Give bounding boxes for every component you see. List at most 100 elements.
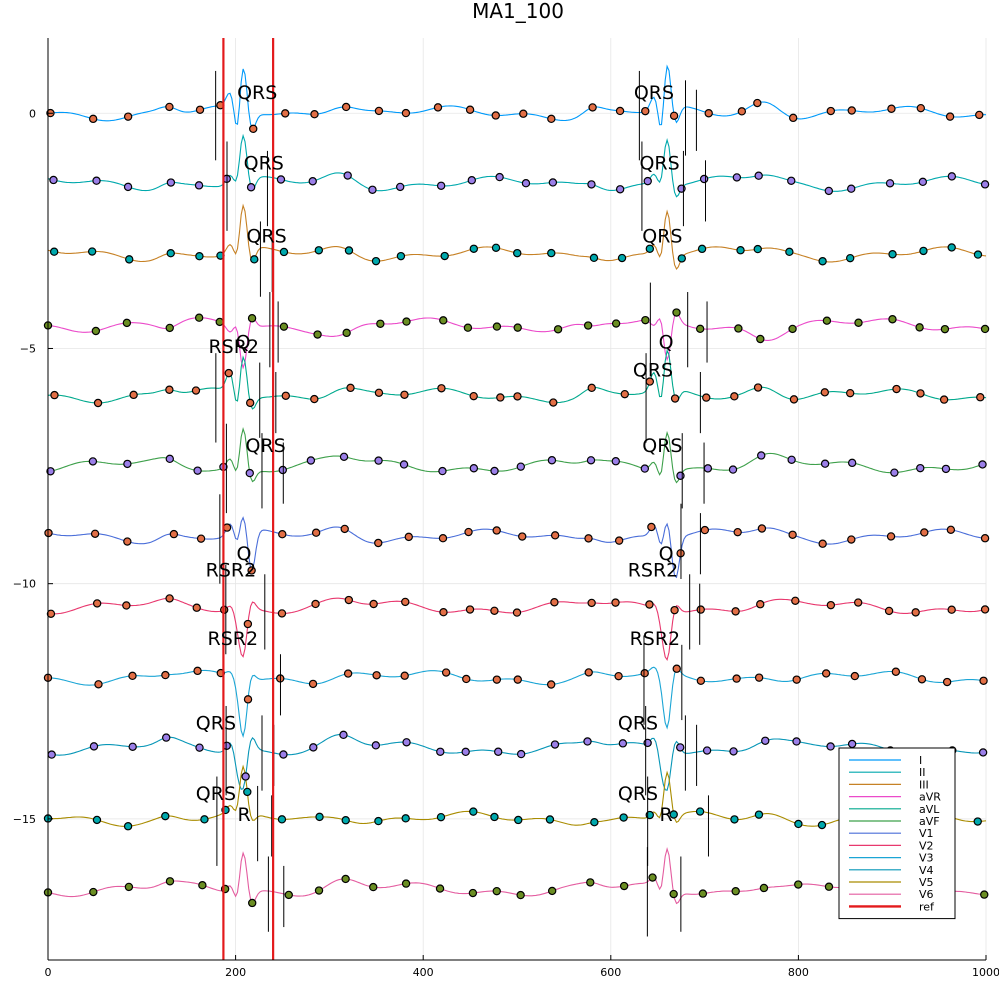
data-point — [277, 815, 287, 824]
data-point — [371, 741, 381, 750]
data-point — [169, 529, 179, 539]
data-point — [697, 244, 707, 254]
data-point — [344, 595, 354, 605]
data-point — [757, 524, 767, 533]
data-point — [128, 742, 137, 752]
data-point — [890, 468, 899, 477]
data-point — [756, 600, 765, 609]
data-point — [461, 747, 470, 757]
data-point — [645, 244, 655, 253]
data-point — [822, 316, 832, 325]
data-point — [588, 103, 597, 112]
data-point — [241, 772, 250, 781]
chart-title: MA1_100 — [472, 0, 564, 23]
data-point — [703, 464, 713, 473]
data-point — [736, 246, 745, 255]
data-point — [123, 112, 133, 121]
legend-entry: I — [919, 754, 922, 767]
annotation-label: QRS — [639, 153, 679, 175]
data-point — [973, 817, 982, 826]
annotation-label: RSR2 — [628, 560, 679, 582]
data-point — [824, 186, 834, 196]
data-point — [343, 171, 352, 180]
data-point — [518, 532, 527, 541]
data-point — [91, 326, 101, 336]
data-point — [193, 666, 202, 676]
data-point — [311, 528, 321, 537]
legend-entry: V2 — [919, 839, 934, 852]
y-tick-label: −5 — [20, 342, 36, 355]
annotation-label: QRS — [244, 153, 284, 175]
data-point — [94, 680, 103, 689]
data-point — [821, 669, 831, 678]
annotation-label: RSR2 — [206, 560, 257, 582]
data-point — [978, 748, 988, 757]
data-point — [492, 675, 502, 684]
annotation-label: RSR2 — [208, 628, 259, 650]
data-point — [462, 674, 471, 684]
data-point — [342, 328, 351, 338]
data-point — [611, 598, 620, 607]
series-line-III — [47, 203, 987, 271]
annotation-label: R — [237, 804, 250, 826]
data-point — [947, 172, 957, 181]
data-point — [341, 874, 350, 884]
annotation-label: QRS — [246, 226, 286, 248]
data-point — [400, 390, 409, 399]
series-line-I — [47, 64, 986, 131]
data-point — [753, 98, 762, 108]
data-point — [730, 392, 739, 401]
series-line-V1 — [47, 516, 987, 579]
data-point — [341, 102, 351, 112]
data-point — [165, 877, 175, 886]
annotation-label: Q — [659, 331, 674, 353]
data-point — [731, 607, 740, 616]
x-tick-label: 800 — [788, 966, 809, 979]
data-point — [87, 247, 97, 256]
data-point — [917, 675, 927, 684]
data-point — [620, 389, 629, 399]
data-point — [166, 178, 176, 187]
data-point — [787, 455, 796, 465]
data-point — [246, 183, 256, 192]
data-point — [512, 608, 522, 617]
data-point — [243, 787, 252, 797]
data-point — [617, 253, 627, 263]
data-point — [194, 313, 204, 322]
data-point — [469, 244, 479, 253]
data-point — [820, 388, 830, 397]
data-point — [399, 460, 409, 469]
data-point — [165, 594, 174, 603]
data-point — [516, 462, 525, 471]
annotation-label: QRS — [196, 783, 236, 805]
data-point — [892, 384, 901, 394]
data-point — [129, 390, 138, 400]
data-point — [314, 886, 324, 895]
data-point — [792, 737, 801, 746]
data-point — [516, 749, 526, 759]
data-point — [817, 820, 827, 830]
data-point — [788, 113, 798, 123]
data-point — [395, 182, 405, 192]
data-point — [975, 110, 984, 120]
data-point — [224, 368, 233, 378]
data-point — [369, 882, 378, 892]
data-point — [547, 114, 556, 124]
data-point — [123, 822, 133, 831]
data-point — [942, 677, 952, 687]
data-point — [247, 566, 256, 575]
data-point — [249, 124, 258, 134]
x-tick-label: 400 — [413, 966, 434, 979]
data-point — [550, 531, 560, 540]
data-point — [165, 102, 174, 112]
data-point — [980, 180, 990, 189]
data-point — [979, 676, 988, 685]
data-point — [647, 522, 656, 532]
data-point — [313, 330, 322, 339]
data-point — [734, 324, 743, 333]
data-point — [308, 679, 318, 689]
data-point — [911, 608, 920, 617]
data-point — [401, 108, 411, 118]
data-point — [278, 465, 287, 475]
data-point — [519, 109, 528, 118]
